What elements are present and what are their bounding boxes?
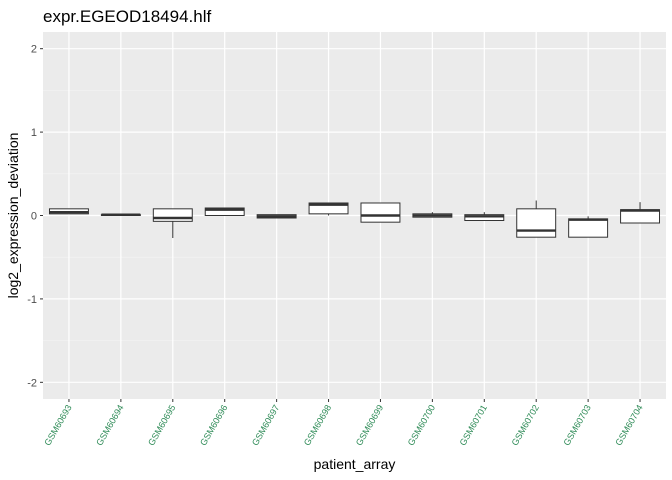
chart-title: expr.EGEOD18494.hlf [43,7,211,26]
x-axis-title: patient_array [314,456,396,472]
y-tick-label: -2 [27,377,37,389]
box-body [516,208,557,238]
box-GSM60695 [152,208,193,239]
x-tick-label: GSM60701 [458,403,489,447]
box-GSM60698 [308,202,349,216]
x-tick-label: GSM60703 [561,403,592,447]
box-GSM60697 [256,214,297,219]
box-body [568,218,609,238]
box-GSM60704 [620,202,661,224]
x-tick-label: GSM60694 [94,403,125,447]
y-tick-label: -1 [27,294,37,306]
box-GSM60701 [464,212,505,222]
box-GSM60699 [360,202,401,223]
box-GSM60700 [412,212,453,218]
box-body [204,207,245,216]
box-GSM60693 [48,208,89,215]
x-tick-label: GSM60693 [42,403,73,447]
x-tick-label: GSM60702 [510,403,541,447]
y-tick-label: 0 [31,211,37,223]
box-body [152,208,193,222]
x-tick-label: GSM60704 [613,403,644,447]
box-body [360,202,401,223]
y-tick-label: 1 [31,127,37,139]
x-tick-label: GSM60695 [146,403,177,447]
x-tick-label: GSM60698 [302,403,333,447]
x-tick-label: GSM60697 [250,403,281,447]
box-GSM60702 [516,200,557,238]
box-body [464,214,505,222]
box-GSM60703 [568,216,609,238]
x-tick-label: GSM60700 [406,403,437,447]
box-GSM60696 [204,207,245,216]
box-series [48,200,661,239]
x-tick-label: GSM60696 [198,403,229,447]
x-tick-label: GSM60699 [354,403,385,447]
box-body [308,202,349,215]
box-GSM60694 [100,213,141,216]
y-axis-title: log2_expression_deviation [5,133,21,299]
y-tick-label: 2 [31,44,37,56]
y-axis: -2 -1 0 1 2 [27,44,43,389]
x-axis: GSM60693 GSM60694 GSM60695 GSM60696 GSM60697… [42,399,645,447]
